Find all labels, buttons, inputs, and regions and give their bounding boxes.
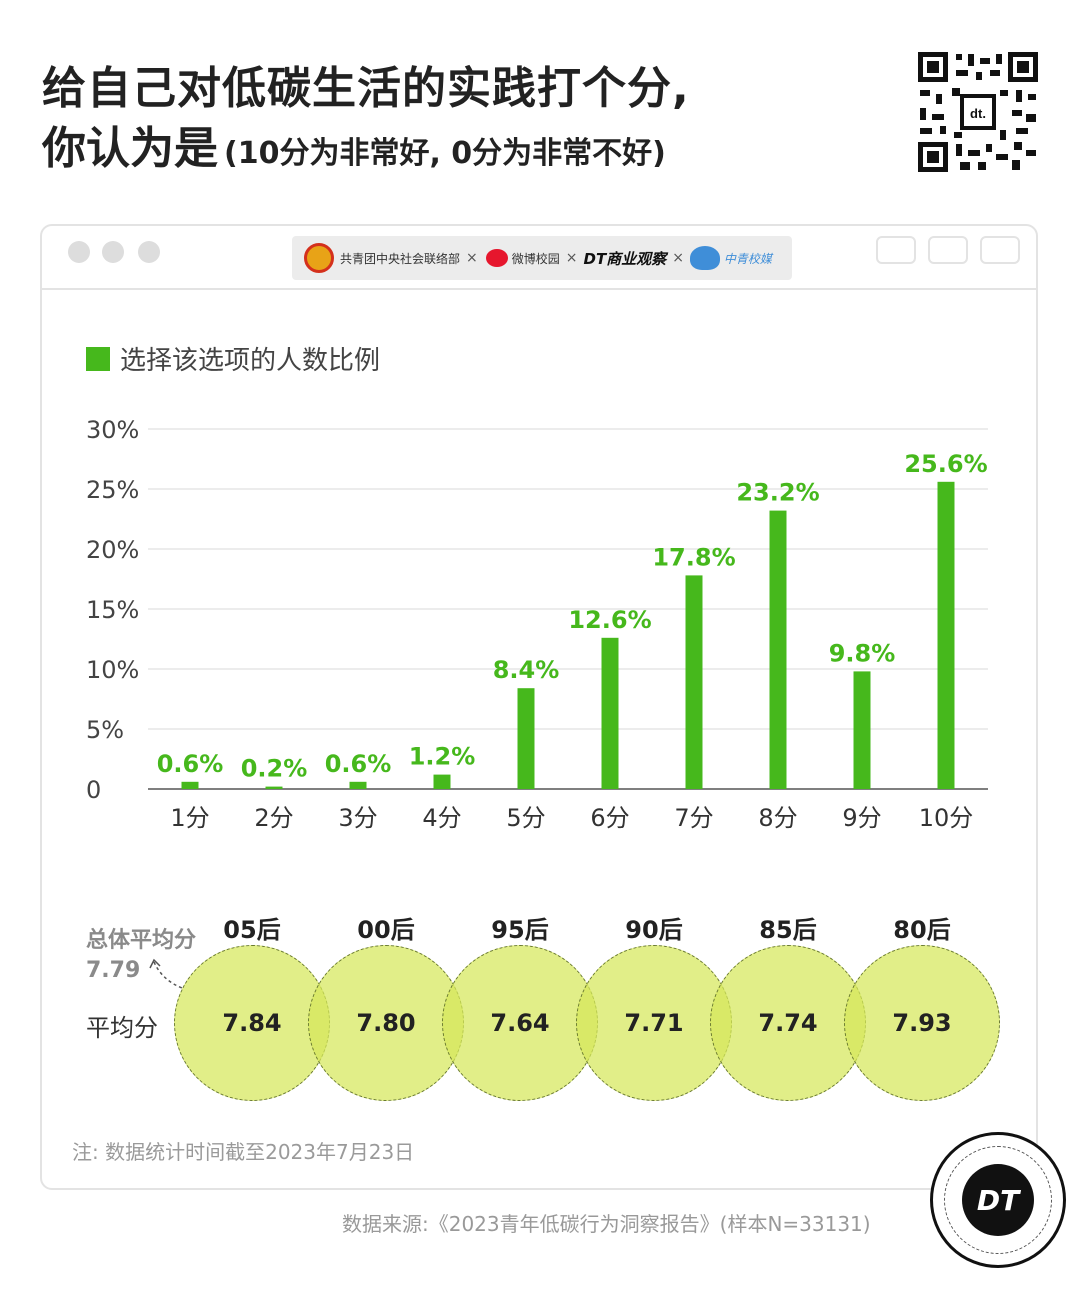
- average-circle: 7.93: [844, 945, 1000, 1101]
- window-minimize-icon: [102, 241, 124, 263]
- share-icon: [928, 236, 968, 264]
- bar-9: [853, 671, 871, 789]
- page-title-line1: 给自己对低碳生活的实践打个分,: [42, 63, 690, 114]
- zq-mascot-icon: [689, 246, 720, 270]
- x-tick-label: 6分: [590, 804, 629, 832]
- copy-icon: [980, 236, 1020, 264]
- data-source: 数据来源:《2023青年低碳行为洞察报告》(样本N=33131): [342, 1212, 871, 1236]
- generation-label: 90后: [625, 916, 683, 944]
- bar-4: [433, 774, 451, 789]
- average-value: 7.80: [356, 1009, 416, 1037]
- org1-name: 共青团中央社会联络部: [340, 251, 461, 266]
- weibo-icon: [485, 249, 508, 267]
- overall-average-value: 7.79: [86, 958, 141, 983]
- average-circle: 7.64: [442, 945, 598, 1101]
- average-row-label: 平均分: [86, 1014, 158, 1042]
- bar-value-label: 0.6%: [157, 750, 224, 778]
- footnote: 注: 数据统计时间截至2023年7月23日: [72, 1140, 415, 1164]
- page-title-line2: 你认为是 (10分为非常好, 0分为非常不好): [42, 112, 666, 176]
- bar-value-label: 1.2%: [409, 743, 476, 771]
- x-tick-label: 9分: [842, 804, 881, 832]
- bar-7: [685, 575, 703, 789]
- bar-value-label: 9.8%: [829, 639, 896, 667]
- bar-6: [601, 637, 619, 789]
- window-close-icon: [68, 241, 90, 263]
- overall-average: 总体平均分 7.79: [86, 926, 196, 986]
- bar-3: [349, 781, 367, 789]
- legend-label: 选择该选项的人数比例: [120, 346, 381, 376]
- y-tick-label: 0: [86, 776, 101, 804]
- y-tick-label: 25%: [86, 476, 139, 504]
- x-tick-label: 3分: [338, 804, 377, 832]
- x-tick-label: 7分: [674, 804, 713, 832]
- generation-label: 95后: [491, 916, 549, 944]
- legend-swatch: [86, 346, 110, 371]
- average-value: 7.71: [624, 1009, 684, 1037]
- x-tick-label: 4分: [422, 804, 461, 832]
- y-tick-label: 10%: [86, 656, 139, 684]
- bar-value-label: 23.2%: [736, 479, 819, 507]
- overall-average-label: 总体平均分: [86, 928, 197, 953]
- x-tick-label: 1分: [170, 804, 209, 832]
- window-maximize-icon: [138, 241, 160, 263]
- browser-bar: 共青团中央社会联络部 × 微博校园 × DT商业观察 × 中青校媒: [42, 226, 1036, 290]
- average-value: 7.93: [892, 1009, 952, 1037]
- average-value: 7.74: [758, 1009, 818, 1037]
- generation-label: 85后: [759, 916, 817, 944]
- average-circle: 7.71: [576, 945, 732, 1101]
- cyl-emblem-icon: [304, 243, 334, 273]
- bar-value-label: 0.6%: [325, 750, 392, 778]
- y-tick-label: 20%: [86, 536, 139, 564]
- qr-badge-text: dt.: [970, 106, 986, 121]
- bar-2: [265, 786, 283, 789]
- org3-name: DT商业观察: [583, 249, 667, 268]
- bar-value-label: 8.4%: [493, 656, 560, 684]
- generation-label: 80后: [893, 916, 951, 944]
- bar-value-label: 12.6%: [568, 606, 651, 634]
- partner-logo-strip: 共青团中央社会联络部 × 微博校园 × DT商业观察 × 中青校媒: [292, 236, 792, 280]
- y-tick-label: 5%: [86, 716, 124, 744]
- x-tick-label: 2分: [254, 804, 293, 832]
- title-main: 你认为是: [42, 123, 218, 174]
- generation-label: 00后: [357, 916, 415, 944]
- logo-separator-2: ×: [565, 250, 578, 266]
- x-tick-label: 10分: [919, 804, 974, 832]
- generation-label: 05后: [223, 916, 281, 944]
- dt-badge-ring: DT: [944, 1146, 1052, 1254]
- title-sub: (10分为非常好, 0分为非常不好): [224, 136, 666, 171]
- bar-value-label: 17.8%: [652, 543, 735, 571]
- bar-value-label: 25.6%: [904, 450, 987, 478]
- bar-value-label: 0.2%: [241, 755, 308, 783]
- x-tick-label: 8分: [758, 804, 797, 832]
- average-circle: 7.80: [308, 945, 464, 1101]
- bar-10: [937, 481, 955, 789]
- record-icon: [876, 236, 916, 264]
- average-value: 7.84: [222, 1009, 282, 1037]
- x-tick-label: 5分: [506, 804, 545, 832]
- y-tick-label: 30%: [86, 416, 139, 444]
- overall-pointer-arrow-icon: [149, 958, 183, 989]
- y-tick-label: 15%: [86, 596, 139, 624]
- org4-name: 中青校媒: [723, 251, 772, 266]
- dt-badge-core: DT: [962, 1164, 1034, 1236]
- logo-separator-1: ×: [466, 250, 478, 266]
- bar-5: [517, 688, 535, 789]
- average-circle: 7.84: [174, 945, 330, 1101]
- bar-chart: 0 5% 10% 15% 20% 25% 30% 0.6% 1分 0.2% 2分 0.6% 3分 1.2%…: [86, 416, 988, 832]
- logo-separator-3: ×: [672, 250, 684, 266]
- org2-name: 微博校园: [511, 251, 560, 266]
- average-circle: 7.74: [710, 945, 866, 1101]
- bar-8: [769, 510, 787, 789]
- bar-1: [181, 781, 199, 789]
- average-value: 7.64: [490, 1009, 550, 1037]
- dt-logo-badge: DT: [930, 1132, 1066, 1268]
- qr-code-icon: dt.: [916, 50, 1040, 174]
- chart-legend: 选择该选项的人数比例: [86, 340, 380, 377]
